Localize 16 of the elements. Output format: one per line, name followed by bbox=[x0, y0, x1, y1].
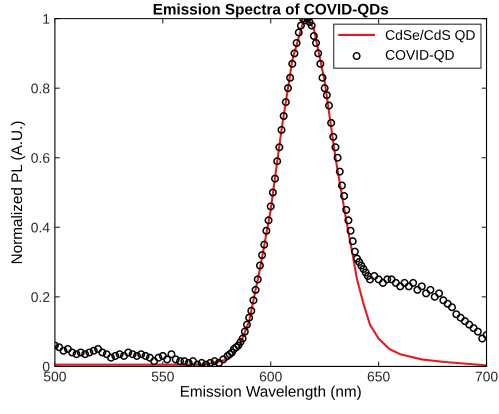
y-tick-label: 0.6 bbox=[31, 153, 50, 163]
x-tick-label: 700 bbox=[476, 372, 498, 382]
x-tick-label: 650 bbox=[368, 372, 390, 382]
y-tick-label: 0.2 bbox=[31, 292, 50, 302]
y-tick-label: 0.4 bbox=[31, 222, 50, 232]
y-tick-label: 0 bbox=[42, 362, 50, 372]
y-tick-label: 0.8 bbox=[31, 84, 50, 94]
chart-title: Emission Spectra of COVID-QDs bbox=[154, 3, 388, 18]
x-tick-label: 600 bbox=[260, 372, 282, 382]
y-axis-title: Normalized PL (A.U.) bbox=[10, 122, 26, 264]
x-tick-label: 550 bbox=[152, 372, 174, 382]
legend-label: CdSe/CdS QD bbox=[386, 30, 475, 42]
x-axis-title: Emission Wavelength (nm) bbox=[180, 386, 361, 400]
legend-label: COVID-QD bbox=[386, 50, 454, 62]
x-tick-label: 500 bbox=[44, 372, 66, 382]
y-tick-label: 1 bbox=[43, 14, 50, 24]
